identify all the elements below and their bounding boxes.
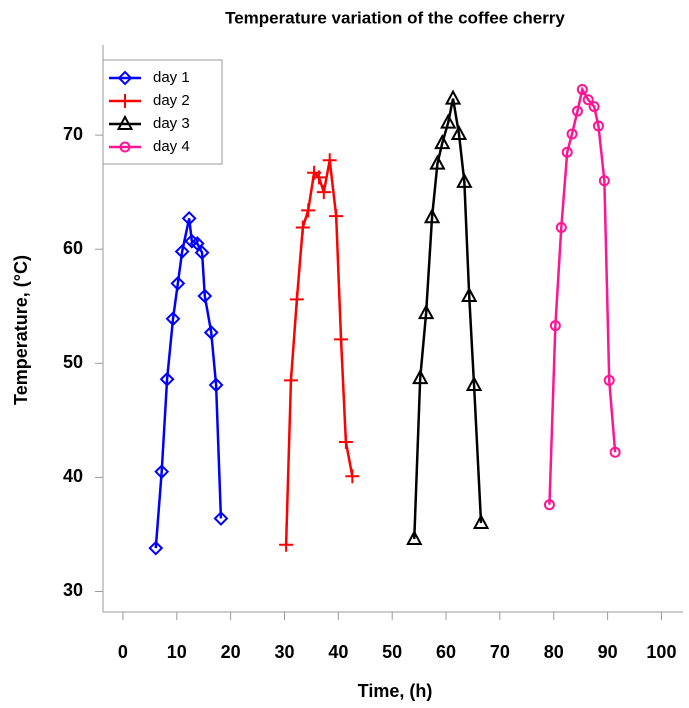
x-tick-label: 0 xyxy=(118,642,128,662)
marker xyxy=(118,94,132,108)
marker xyxy=(119,141,131,153)
x-tick-label: 40 xyxy=(328,642,348,662)
marker xyxy=(417,303,435,320)
marker xyxy=(465,375,483,391)
marker xyxy=(194,245,210,261)
y-tick-label: 50 xyxy=(63,352,83,372)
marker xyxy=(174,244,190,259)
marker xyxy=(334,332,349,347)
marker xyxy=(461,286,478,302)
marker xyxy=(450,124,468,140)
marker xyxy=(170,276,186,291)
y-tick-label: 60 xyxy=(63,238,83,258)
marker xyxy=(345,469,360,484)
marker xyxy=(213,511,229,526)
x-tick-label: 70 xyxy=(490,642,510,662)
legend-label: day 1 xyxy=(153,69,190,86)
marker xyxy=(338,435,353,450)
y-tick-label: 30 xyxy=(63,580,83,600)
marker xyxy=(440,113,457,129)
marker xyxy=(571,105,583,117)
marker xyxy=(582,94,594,106)
marker xyxy=(598,175,610,187)
marker xyxy=(283,373,298,388)
x-tick-label: 90 xyxy=(598,642,618,662)
x-tick-label: 100 xyxy=(646,642,676,662)
marker xyxy=(289,292,304,307)
data-line xyxy=(284,159,354,545)
data-line xyxy=(548,86,617,505)
chart-title: Temperature variation of the coffee cher… xyxy=(225,8,565,27)
marker xyxy=(588,101,600,113)
legend-label: day 3 xyxy=(153,115,190,132)
marker xyxy=(444,89,462,105)
marker xyxy=(279,537,294,552)
x-tick-label: 80 xyxy=(544,642,564,662)
y-axis-label: Temperature, (°C) xyxy=(11,255,31,405)
marker xyxy=(603,374,615,386)
legend: day 1 day 2 day 3 day 4 xyxy=(102,59,223,165)
legend-label: day 4 xyxy=(153,138,190,155)
marker xyxy=(197,288,213,304)
x-tick-label: 10 xyxy=(167,642,187,662)
marker xyxy=(434,134,451,150)
marker xyxy=(159,371,175,387)
x-tick-label: 60 xyxy=(436,642,456,662)
y-tick-label: 70 xyxy=(63,124,83,144)
marker xyxy=(412,369,429,385)
marker xyxy=(116,114,134,130)
marker xyxy=(165,311,181,327)
marker xyxy=(549,320,561,332)
y-tick-label: 40 xyxy=(63,466,83,486)
marker xyxy=(117,70,133,86)
x-tick-label: 50 xyxy=(382,642,402,662)
marker xyxy=(429,154,446,170)
x-tick-label: 30 xyxy=(274,642,294,662)
marker xyxy=(154,464,170,480)
marker xyxy=(456,172,473,188)
marker xyxy=(148,540,164,556)
marker xyxy=(181,210,197,226)
marker xyxy=(609,446,621,458)
legend-label: day 2 xyxy=(153,92,190,109)
marker xyxy=(208,377,224,393)
marker xyxy=(592,120,604,132)
marker xyxy=(322,153,337,168)
marker xyxy=(406,529,423,545)
marker xyxy=(301,203,316,218)
marker xyxy=(423,208,441,224)
marker xyxy=(311,170,326,185)
marker xyxy=(203,325,219,340)
marker xyxy=(329,209,344,224)
data-line xyxy=(413,98,483,540)
marker xyxy=(555,222,567,234)
x-tick-label: 20 xyxy=(221,642,241,662)
marker xyxy=(295,220,310,235)
x-axis-label: Time, (h) xyxy=(358,681,433,701)
marker xyxy=(472,513,490,530)
marker xyxy=(316,185,331,200)
marker xyxy=(561,146,573,158)
marker xyxy=(576,83,588,95)
marker xyxy=(543,499,555,511)
marker xyxy=(189,236,205,251)
marker xyxy=(566,128,578,140)
